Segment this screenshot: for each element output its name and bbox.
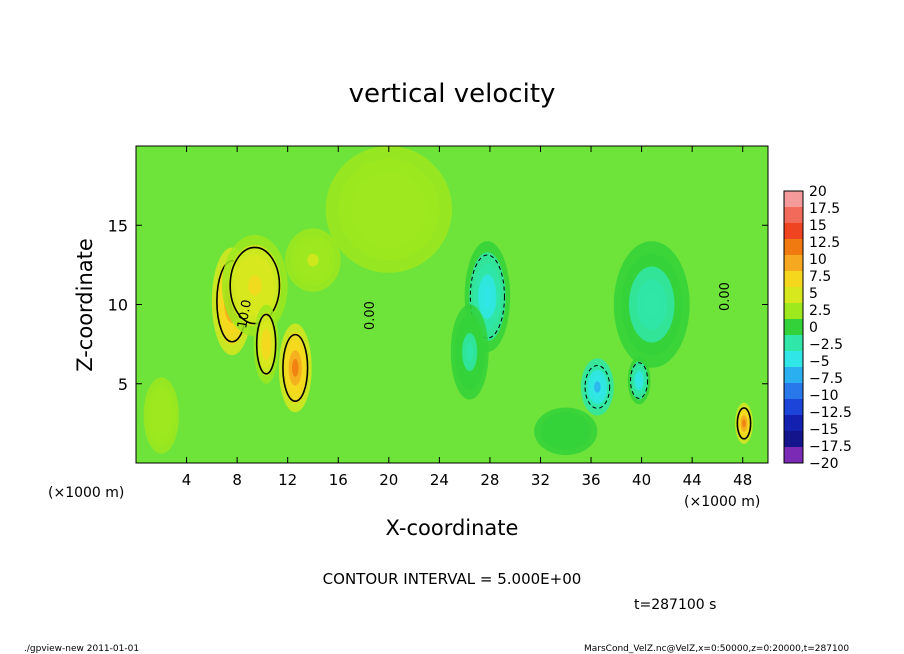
contour-line-8 [584,365,611,409]
x-tick-label: 36 [581,471,600,489]
colorbar-cell [784,415,803,431]
field-blob-5-level-4 [482,285,492,308]
x-tick-label: 4 [182,471,192,489]
contour-line-3 [255,313,277,375]
field-blob-3-level-4 [263,336,269,353]
colorbar-label: −15 [809,422,839,438]
colorbar-cell [784,335,803,351]
colorbar-label: 20 [809,184,827,200]
field-blob-1-level-4 [248,275,262,296]
x-tick-label: 12 [278,471,297,489]
colorbar-cell [784,223,803,239]
colorbar-label: 5 [809,286,818,302]
field-blob-4-level-4 [307,253,319,267]
contour-line-2 [282,333,309,402]
x-tick-label: 28 [480,471,499,489]
y-tick-label: 15 [108,216,128,235]
field-blob-10-level-4 [742,419,746,428]
colorbar-label: −17.5 [809,439,852,455]
colorbar-label: −7.5 [809,371,843,387]
field-blob-13-level-4 [559,426,573,437]
colorbar-cell [784,255,803,271]
colorbar-cell [784,303,803,319]
footer-left: ./gpview-new 2011-01-01 [24,644,139,654]
x-tick-label: 20 [379,471,398,489]
x-tick-label: 40 [632,471,651,489]
y-axis-label: Z-coordinate [73,238,97,372]
colorbar-label: 7.5 [809,269,831,285]
x-tick-label: 48 [733,471,752,489]
colorbar-cell [784,287,803,303]
contour-label-1: 10.0 [235,299,255,330]
colorbar-cell [784,271,803,287]
y-ticks: 5 10 15 [108,216,768,394]
colorbar-cell [784,367,803,383]
field-blob-11-level-4 [157,407,165,424]
colorbar-label: 15 [809,218,827,234]
colorbar-label: −12.5 [809,405,852,421]
field-blob-12-level-4 [376,196,402,223]
colorbar-label: 2.5 [809,303,831,319]
contour-label-2: 0.00 [363,301,378,330]
x-tick-label: 24 [430,471,449,489]
colorbar-cell [784,239,803,255]
colorbar: 2017.51512.5107.552.50−2.5−5−7.5−10−12.5… [783,184,852,472]
colorbar-label: −10 [809,388,839,404]
colorbar-cell [784,191,803,207]
colorbar-cell [784,447,803,463]
contour-line-5 [469,254,505,339]
x-tick-label: 32 [531,471,550,489]
x-tick-label: 16 [329,471,348,489]
y-tick-label: 5 [118,375,128,394]
colorbar-cell [784,207,803,223]
colorbar-label: 17.5 [809,201,840,217]
time-label: t=287100 s [634,597,716,613]
x-ticks: 4 8 12 16 20 24 28 32 36 40 44 48 [182,146,752,489]
colorbar-cell [784,431,803,447]
x-unit-right: (×1000 m) [684,494,760,510]
field-blob-2-level-4 [291,359,299,377]
contour-interval-text: CONTOUR INTERVAL = 5.000E+00 [323,570,582,588]
field-blob-8-level-4 [594,381,601,393]
colorbar-label: 12.5 [809,235,840,251]
colorbar-label: 0 [809,320,818,336]
field-blob-9-level-4 [636,375,642,386]
contour-line-9 [630,362,649,399]
x-axis-label: X-coordinate [386,516,519,540]
x-unit-left: (×1000 m) [48,485,124,501]
colorbar-label: 10 [809,252,827,268]
colorbar-cell [784,383,803,399]
colorbar-label: −5 [809,354,830,370]
chart-title: vertical velocity [349,79,556,109]
colorbar-cell [784,399,803,415]
footer-right: MarsCond_VelZ.nc@VelZ,x=0:50000,z=0:2000… [584,644,849,654]
contour-line-10 [736,407,752,440]
colorbar-cell [784,351,803,367]
colorbar-label: −2.5 [809,337,843,353]
y-tick-label: 10 [108,296,128,315]
x-tick-label: 8 [232,471,242,489]
field-blob-6-level-4 [465,342,474,362]
x-tick-label: 44 [683,471,702,489]
field-blob-7-level-4 [644,291,660,318]
contour-label-3: 0.00 [718,282,733,311]
field-layer [143,146,753,456]
colorbar-cell [784,319,803,335]
colorbar-label: −20 [809,456,839,472]
colorbar-frame [783,190,804,464]
contour-line-1 [229,246,281,325]
